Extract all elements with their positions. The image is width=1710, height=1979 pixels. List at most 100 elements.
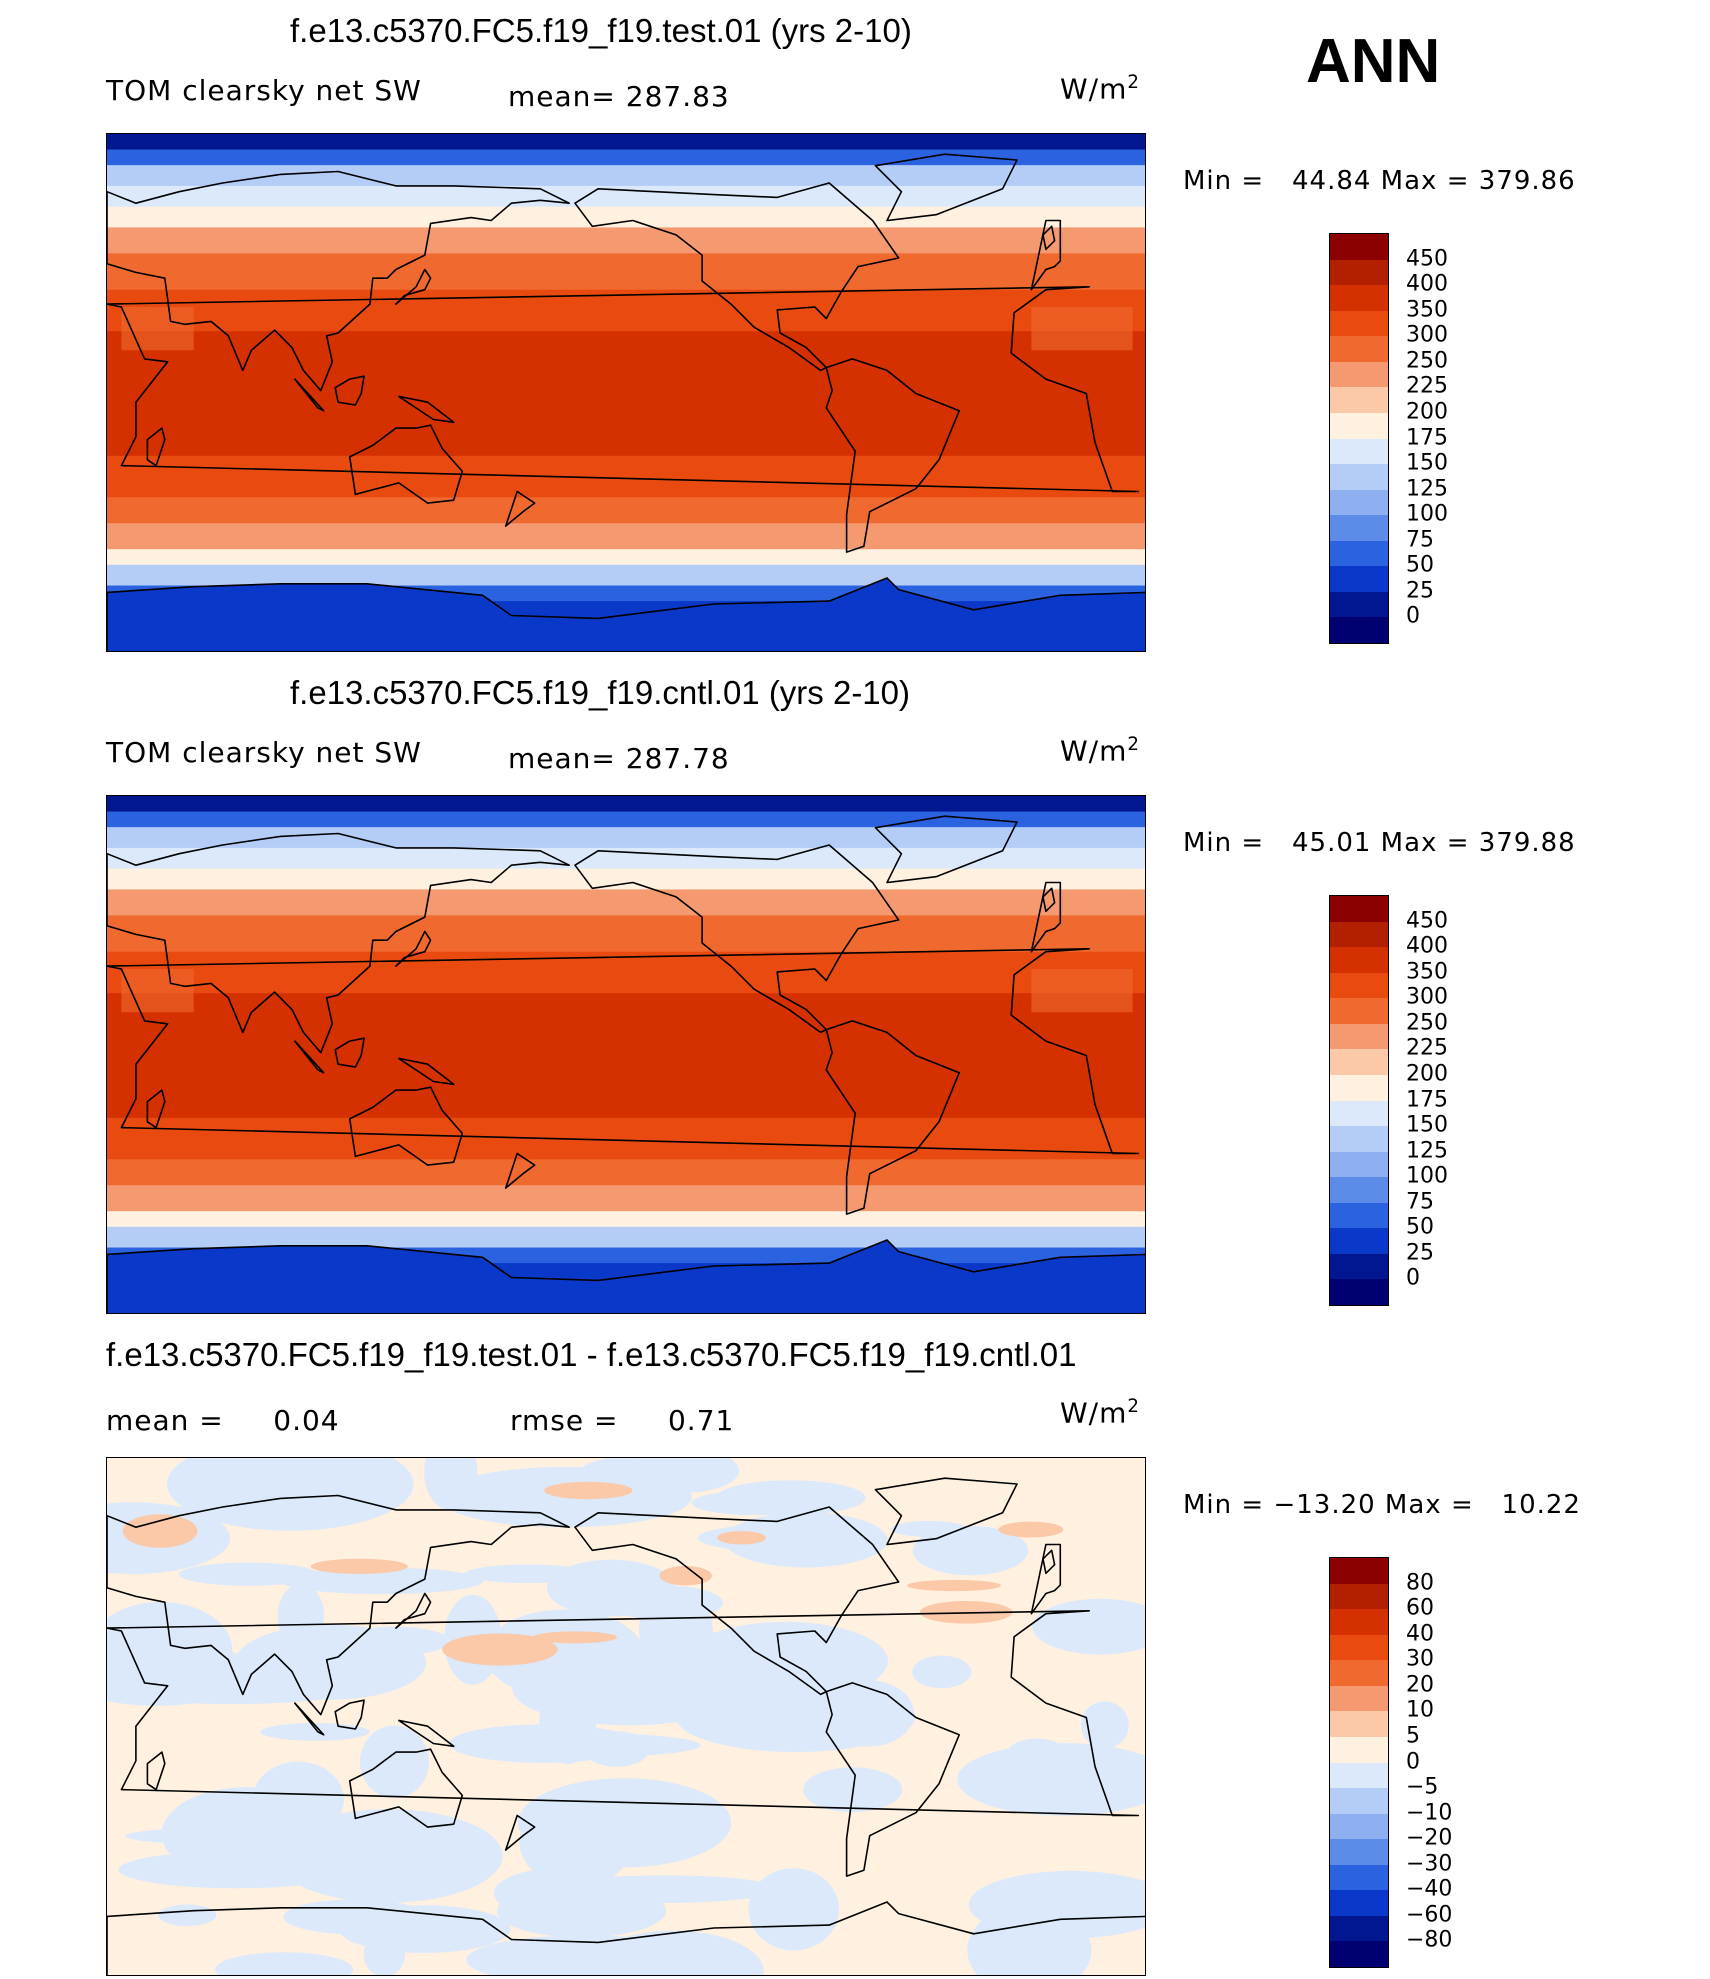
colorbar-tick-label: 100 <box>1406 1163 1448 1189</box>
colorbar-tick-label: 0 <box>1406 603 1420 629</box>
units-label: W/m2 <box>1060 1396 1140 1430</box>
coastline <box>107 1239 1145 1313</box>
coastline <box>504 1814 536 1851</box>
field-band <box>107 1211 1145 1228</box>
colorbar-segment <box>1330 540 1388 567</box>
field-band <box>107 993 1145 1119</box>
colorbar-segment <box>1330 234 1388 260</box>
field-patch <box>158 1904 217 1927</box>
colorbar-segment <box>1330 1126 1388 1152</box>
season-label: ANN <box>1306 27 1441 96</box>
colorbar-tick-label: −80 <box>1406 1927 1453 1953</box>
colorbar-segment <box>1330 1583 1388 1610</box>
colorbar-tick-label: −20 <box>1406 1825 1453 1851</box>
diff-mean-label: mean = 0.04 <box>106 1404 340 1437</box>
field-patch <box>359 1725 429 1799</box>
coastline <box>107 577 1145 651</box>
field-band <box>107 549 1145 566</box>
coastline <box>146 1089 166 1129</box>
field-patch <box>310 1558 408 1574</box>
colorbar-tick-label: 225 <box>1406 1035 1448 1061</box>
colorbar-segment <box>1330 1609 1388 1635</box>
field-patch <box>584 1930 764 1975</box>
colorbar-segment <box>1330 1839 1388 1865</box>
coastline <box>1030 1543 1062 1615</box>
colorbar-segment <box>1330 1890 1388 1916</box>
colorbar-segment <box>1330 1202 1388 1229</box>
colorbar-segment <box>1330 438 1388 465</box>
field-patch <box>912 1655 972 1689</box>
colorbar-segment <box>1330 1864 1388 1891</box>
colorbar-segment <box>1330 387 1388 413</box>
coastline <box>874 1477 1018 1546</box>
field-band <box>107 134 1145 151</box>
colorbar-tick-label: −10 <box>1406 1800 1453 1826</box>
colorbar-segment <box>1330 921 1388 948</box>
field-patch <box>517 1778 732 1868</box>
coastline <box>395 930 432 967</box>
field-patch <box>122 1514 198 1548</box>
coastline <box>107 1494 570 1716</box>
coastline <box>874 153 1018 222</box>
min-max-label: Min = 45.01 Max = 379.88 <box>1183 828 1576 858</box>
coastline <box>825 1682 960 1877</box>
coastline <box>1030 881 1062 953</box>
colorbar-segment <box>1330 1788 1388 1814</box>
coastline <box>1030 219 1062 291</box>
colorbar-tick-label: 175 <box>1406 1087 1448 1112</box>
coastline <box>107 286 1140 493</box>
field-band <box>107 206 1145 229</box>
coastline <box>574 1506 900 1696</box>
coastline <box>504 1152 536 1189</box>
field-patch <box>697 1523 887 1553</box>
colorbar-tick-label: 0 <box>1406 1749 1420 1774</box>
colorbar-tick-label: 30 <box>1406 1646 1434 1672</box>
colorbar <box>1329 895 1389 1306</box>
field-patch <box>465 1564 592 1584</box>
colorbar-tick-label: 300 <box>1406 322 1448 348</box>
mean-label: mean= 287.78 <box>508 742 730 775</box>
field-band <box>107 227 1145 255</box>
field-patch <box>1081 1701 1129 1749</box>
colorbar-tick-label: 350 <box>1406 959 1448 985</box>
field-patch <box>607 1585 724 1621</box>
field-patch <box>544 1481 633 1500</box>
field-band <box>107 951 1145 995</box>
coastline <box>348 1748 464 1828</box>
colorbar-tick-label: 200 <box>1406 1061 1448 1087</box>
field-band <box>107 889 1145 917</box>
field-band <box>107 289 1145 333</box>
field-patch <box>998 1521 1064 1538</box>
colorbar-tick-label: −30 <box>1406 1851 1453 1877</box>
field-patch <box>279 1567 484 1595</box>
colorbar-tick-label: 450 <box>1406 908 1448 934</box>
field-patch <box>912 1525 1029 1576</box>
field-band <box>107 1226 1145 1249</box>
coastline <box>574 844 900 1034</box>
field-patch <box>338 1905 511 1953</box>
colorbar-segment <box>1330 566 1388 592</box>
colorbar-segment <box>1330 591 1388 618</box>
colorbar-tick-label: 125 <box>1406 476 1448 502</box>
colorbar <box>1329 1557 1389 1968</box>
colorbar-segment <box>1330 972 1388 999</box>
colorbar-segment <box>1330 1074 1388 1101</box>
colorbar-segment <box>1330 896 1388 922</box>
field-band <box>107 523 1145 551</box>
colorbar-segment <box>1330 1762 1388 1789</box>
field-patch <box>1031 307 1133 351</box>
coastline <box>504 490 536 527</box>
coastline <box>107 948 1140 1155</box>
colorbar-tick-label: 40 <box>1406 1621 1434 1647</box>
coastline <box>294 1702 325 1736</box>
colorbar-tick-label: 75 <box>1406 1189 1434 1215</box>
colorbar-segment <box>1330 310 1388 337</box>
min-max-label: Min = −13.20 Max = 10.22 <box>1183 1490 1581 1520</box>
field-patch <box>552 1875 779 1903</box>
colorbar-tick-label: 25 <box>1406 1240 1434 1266</box>
colorbar-tick-label: 350 <box>1406 297 1448 323</box>
field-patch <box>823 1680 915 1747</box>
colorbar-segment <box>1330 1941 1388 1967</box>
coastline <box>107 832 570 1054</box>
coastline <box>348 424 464 504</box>
